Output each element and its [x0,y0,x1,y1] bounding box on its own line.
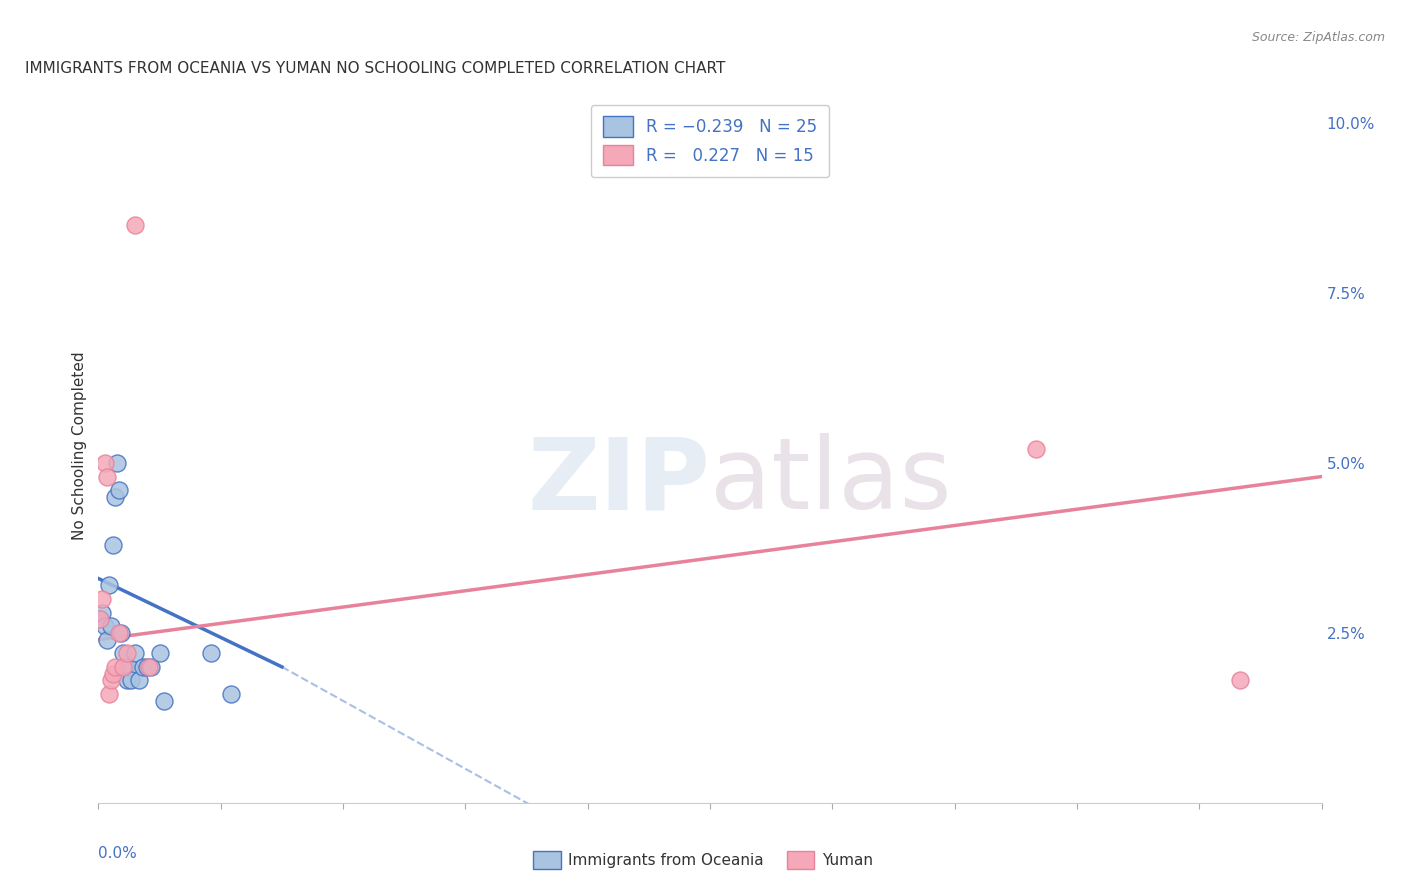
Point [115,673,138,688]
Legend: R = −0.239   N = 25, R =   0.227   N = 15: R = −0.239 N = 25, R = 0.227 N = 15 [591,104,830,177]
Point [105,456,128,470]
Point [124,218,146,232]
Text: 0.0%: 0.0% [98,846,138,861]
Point [219,687,242,701]
Point [108,483,131,498]
Point [104,660,127,674]
Point [118,660,141,674]
Point [101,666,124,681]
Point [114,660,136,674]
Point [132,660,155,674]
Point [110,626,132,640]
Point [104,490,127,504]
Point [101,537,124,551]
Point [96,632,118,647]
Point [108,626,131,640]
Point [152,694,174,708]
Point [115,646,138,660]
Point [149,646,172,660]
Point [93,456,115,470]
Y-axis label: No Schooling Completed: No Schooling Completed [72,351,87,541]
Text: Source: ZipAtlas.com: Source: ZipAtlas.com [1251,31,1385,45]
Text: IMMIGRANTS FROM OCEANIA VS YUMAN NO SCHOOLING COMPLETED CORRELATION CHART: IMMIGRANTS FROM OCEANIA VS YUMAN NO SCHO… [25,61,725,76]
Point [138,660,160,674]
Point [93,619,115,633]
Point [124,646,146,660]
Text: atlas: atlas [710,434,952,530]
Point [89,612,111,626]
Point [200,646,222,660]
Point [100,619,122,633]
Point [128,673,150,688]
Point [141,660,163,674]
Legend: Immigrants from Oceania, Yuman: Immigrants from Oceania, Yuman [527,845,879,875]
Point [111,660,134,674]
Point [120,673,142,688]
Point [89,612,111,626]
Point [91,606,114,620]
Point [1025,442,1047,457]
Point [1229,673,1251,688]
Point [100,673,122,688]
Point [97,578,120,592]
Point [136,660,159,674]
Point [91,591,114,606]
Point [97,687,120,701]
Point [111,646,134,660]
Point [96,469,118,483]
Text: ZIP: ZIP [527,434,710,530]
